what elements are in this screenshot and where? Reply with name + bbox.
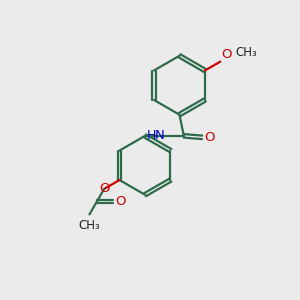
Text: H: H (147, 129, 156, 142)
Text: CH₃: CH₃ (235, 46, 257, 59)
Text: O: O (205, 131, 215, 144)
Text: CH₃: CH₃ (79, 219, 100, 232)
Text: O: O (116, 195, 126, 208)
Text: N: N (154, 129, 164, 142)
Text: O: O (221, 48, 231, 61)
Text: O: O (99, 182, 110, 195)
